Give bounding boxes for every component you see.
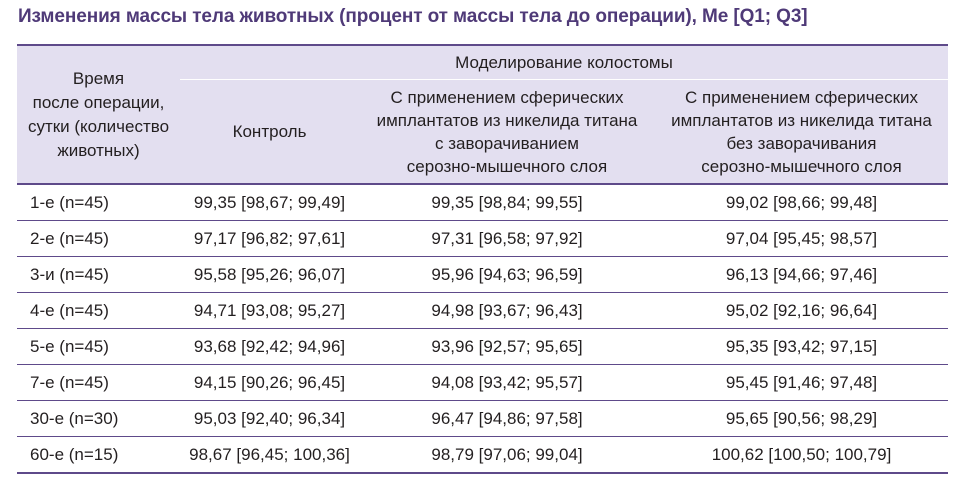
body-mass-table: Время после операции, сутки (количество … [17, 44, 948, 474]
row-header-line: животных) [57, 140, 140, 160]
control-cell: 94,15 [90,26; 96,45] [180, 364, 359, 401]
col-header-line: имплантатов из никелида титана [376, 110, 638, 130]
without-invagination-cell: 97,04 [95,45; 98,57] [655, 220, 948, 257]
control-cell: 99,35 [98,67; 99,49] [180, 184, 359, 221]
control-cell: 97,17 [96,82; 97,61] [180, 220, 359, 257]
row-header-line: сутки (количество [27, 116, 170, 136]
with-invagination-cell: 98,79 [97,06; 99,04] [359, 436, 655, 474]
without-invagination-cell: 99,02 [98,66; 99,48] [655, 184, 948, 221]
data-table-container: Время после операции, сутки (количество … [17, 44, 948, 474]
day-cell: 2-е (n=45) [17, 220, 180, 257]
without-invagination-cell: 95,45 [91,46; 97,48] [655, 364, 948, 401]
table-caption: Изменения массы тела животных (процент о… [18, 6, 808, 27]
without-invagination-cell: 95,35 [93,42; 97,15] [655, 328, 948, 365]
table-row: 4-е (n=45) 94,71 [93,08; 95,27] 94,98 [9… [17, 292, 948, 329]
col-header-line: С применением сферических [684, 87, 919, 107]
without-invagination-cell: 95,02 [92,16; 96,64] [655, 292, 948, 329]
table-header: Время после операции, сутки (количество … [17, 44, 948, 185]
day-cell: 5-е (n=45) [17, 328, 180, 365]
day-cell: 1-е (n=45) [17, 184, 180, 221]
control-cell: 95,58 [95,26; 96,07] [180, 256, 359, 293]
with-invagination-cell: 95,96 [94,63; 96,59] [359, 256, 655, 293]
day-cell: 7-е (n=45) [17, 364, 180, 401]
col-header-line: без заворачивания [726, 133, 877, 153]
without-invagination-cell: 96,13 [94,66; 97,46] [655, 256, 948, 293]
col-header-line: с заворачиванием [435, 133, 579, 153]
group-header-colostomy: Моделирование колостомы [180, 44, 948, 80]
without-invagination-cell: 95,65 [90,56; 98,29] [655, 400, 948, 437]
col-header-line: С применением сферических [390, 87, 624, 107]
control-cell: 98,67 [96,45; 100,36] [180, 436, 359, 474]
table-body: 1-е (n=45) 99,35 [98,67; 99,49] 99,35 [9… [17, 184, 948, 474]
col-header-line: серозно-мышечного слоя [406, 156, 608, 176]
day-cell: 60-е (n=15) [17, 436, 180, 474]
col-header-line: серозно-мышечного слоя [701, 156, 902, 176]
row-header-time: Время после операции, сутки (количество … [17, 44, 180, 185]
col-header-without-invagination: С применением сферических имплантатов из… [655, 79, 948, 185]
day-cell: 3-и (n=45) [17, 256, 180, 293]
with-invagination-cell: 94,08 [93,42; 95,57] [359, 364, 655, 401]
table-row: 7-е (n=45) 94,15 [90,26; 96,45] 94,08 [9… [17, 364, 948, 401]
with-invagination-cell: 93,96 [92,57; 95,65] [359, 328, 655, 365]
table-row: 2-е (n=45) 97,17 [96,82; 97,61] 97,31 [9… [17, 220, 948, 257]
col-header-with-invagination: С применением сферических имплантатов из… [359, 79, 655, 185]
col-header-line: имплантатов из никелида титана [671, 110, 932, 130]
control-cell: 94,71 [93,08; 95,27] [180, 292, 359, 329]
table-row: 30-е (n=30) 95,03 [92,40; 96,34] 96,47 [… [17, 400, 948, 437]
table-row: 5-е (n=45) 93,68 [92,42; 94,96] 93,96 [9… [17, 328, 948, 365]
table-row: 60-е (n=15) 98,67 [96,45; 100,36] 98,79 … [17, 436, 948, 474]
row-header-line: Время [72, 68, 125, 88]
with-invagination-cell: 94,98 [93,67; 96,43] [359, 292, 655, 329]
day-cell: 4-е (n=45) [17, 292, 180, 329]
col-header-control: Контроль [180, 79, 359, 185]
row-header-line: после операции, [32, 92, 165, 112]
with-invagination-cell: 99,35 [98,84; 99,55] [359, 184, 655, 221]
control-cell: 93,68 [92,42; 94,96] [180, 328, 359, 365]
table-row: 1-е (n=45) 99,35 [98,67; 99,49] 99,35 [9… [17, 184, 948, 221]
table-row: 3-и (n=45) 95,58 [95,26; 96,07] 95,96 [9… [17, 256, 948, 293]
with-invagination-cell: 96,47 [94,86; 97,58] [359, 400, 655, 437]
without-invagination-cell: 100,62 [100,50; 100,79] [655, 436, 948, 474]
day-cell: 30-е (n=30) [17, 400, 180, 437]
with-invagination-cell: 97,31 [96,58; 97,92] [359, 220, 655, 257]
control-cell: 95,03 [92,40; 96,34] [180, 400, 359, 437]
